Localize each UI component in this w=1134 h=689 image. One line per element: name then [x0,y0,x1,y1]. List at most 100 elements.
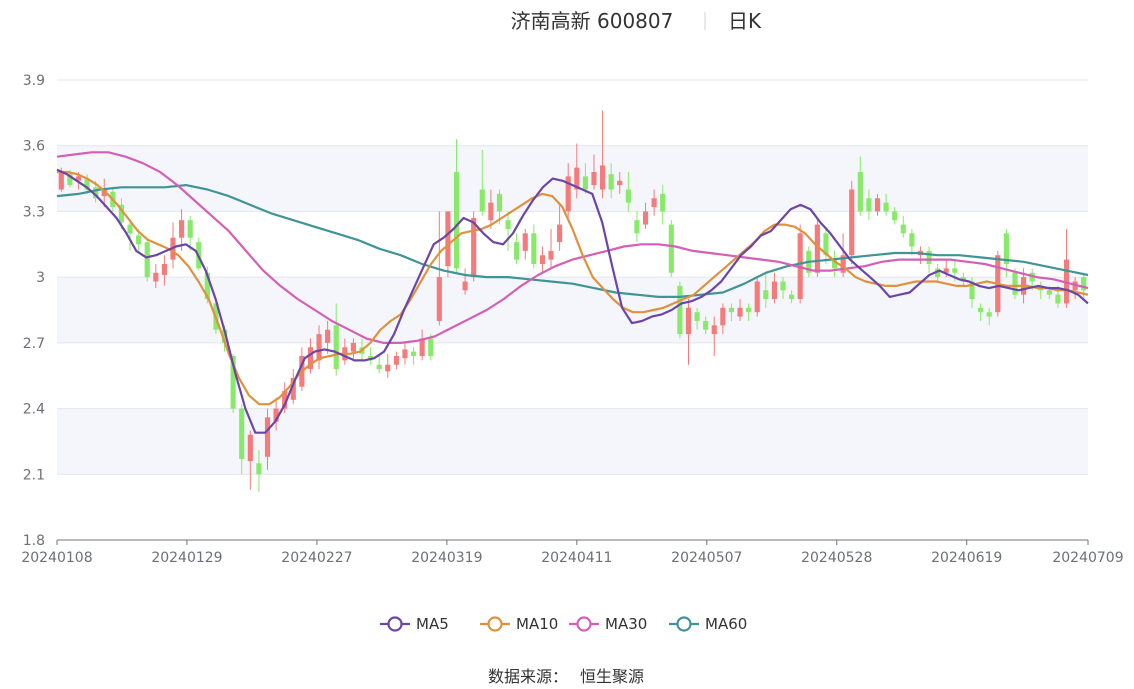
legend-item-ma10[interactable]: MA10 [480,615,558,633]
candle [101,178,107,208]
candle-body [737,307,743,317]
candle-body [1012,272,1018,295]
candle-body [857,172,863,212]
candle-body [247,434,253,462]
candle-body [943,268,949,273]
candle [557,202,563,251]
candle-body [488,202,494,221]
candle [771,272,777,304]
candle [1012,268,1018,300]
candle [866,189,872,221]
legend-item-ma30[interactable]: MA30 [569,615,647,633]
candle-body [978,307,984,313]
candle-body [952,268,958,273]
candle [617,172,623,194]
y-tick-label: 2.7 [23,336,45,352]
candle [668,220,674,278]
legend-label: MA30 [605,615,647,633]
x-tick-label: 20240619 [931,550,1002,566]
legend-swatch-marker [576,616,592,632]
legend-item-ma60[interactable]: MA60 [669,615,747,633]
candle-body [754,281,760,313]
candle [247,430,253,490]
candle-body [548,250,554,260]
candle-body [539,255,546,264]
x-tick-label: 20240227 [281,550,352,566]
candle [462,268,468,295]
candle [548,228,554,269]
candle-body [256,463,262,475]
candle [239,404,245,475]
candle [780,277,786,300]
candle-body [187,220,193,238]
candle-body [531,233,537,264]
candle-body [694,312,700,321]
candle [368,347,374,365]
x-tick-label: 20240528 [801,550,872,566]
source-label: 数据来源： [488,667,568,686]
candle-body [204,272,210,300]
candle [307,338,314,374]
candle [153,264,159,289]
candle-body [634,220,640,234]
candle-body [1003,233,1009,264]
candle-body [118,204,125,223]
candle-body [393,356,399,365]
candle [144,237,150,282]
candle-body [67,174,73,186]
candle-body [720,307,726,326]
candle-body [1046,290,1052,295]
candle-body [350,342,356,352]
moving-average-lines [56,151,1089,434]
candle [1063,228,1070,308]
x-tick-label: 20240108 [21,550,92,566]
candle-body [230,356,236,409]
candle [625,172,631,212]
candle [909,228,915,256]
candle-body [316,334,322,361]
candle [763,272,769,308]
series-line-ma5 [56,168,1089,434]
y-tick-label: 1.8 [23,533,45,549]
candle [565,163,571,221]
candle-body [840,255,846,273]
legend-label: MA10 [516,615,558,633]
candle-body [136,235,142,245]
grid-band [57,145,1088,212]
candle-body [436,277,442,321]
chart-subtitle-text[interactable]: 日K [728,9,762,33]
candle [746,303,752,321]
candle [789,290,795,304]
candle-body [221,329,228,343]
y-tick-label: 3.3 [23,204,45,220]
source-name: 恒生聚源 [580,667,644,686]
candle-body [453,172,460,269]
candle [978,303,984,321]
candle-body [462,281,468,291]
y-tick-label: 2.4 [23,402,45,418]
candle-body [565,176,571,212]
chart-title: 济南高新 600807 日K [511,9,762,33]
candle [453,139,460,273]
candle-body [823,233,829,256]
data-source: 数据来源： 恒生聚源 [488,667,644,686]
candle [728,303,735,321]
candle-body [471,218,477,278]
candle-body [651,198,657,208]
candle [874,193,881,216]
candle-body [728,307,735,313]
legend-item-ma5[interactable]: MA5 [380,615,449,633]
candle-body [445,211,451,267]
candle-body [771,281,777,300]
candle-body [58,172,64,190]
candle-body [582,176,588,190]
candle [703,316,709,335]
x-tick-label: 20240507 [671,550,742,566]
candle [823,228,829,264]
series-line-ma30 [56,151,1089,344]
legend: MA5 MA10 MA30 MA60 [380,615,747,633]
candle-body [84,178,90,190]
candle [849,180,855,264]
candle-body [677,285,683,335]
candle [127,220,133,251]
